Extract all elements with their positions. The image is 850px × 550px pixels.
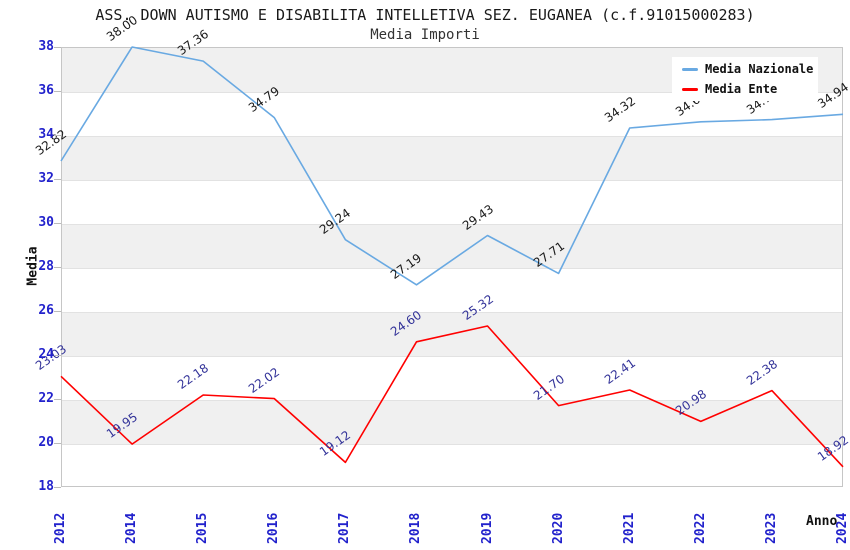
x-tick-label: 2020	[550, 512, 566, 544]
grid-band	[62, 400, 842, 444]
y-tick-mark	[54, 487, 61, 488]
x-axis-title: Anno	[806, 514, 838, 529]
x-tick-label: 2019	[479, 512, 495, 544]
gridline	[62, 312, 842, 313]
y-tick-label: 34	[38, 127, 54, 142]
legend-label-media-nazionale: Media Nazionale	[705, 62, 814, 76]
x-tick-label: 2024	[835, 512, 850, 544]
gridline	[62, 400, 842, 401]
y-tick-mark	[54, 311, 61, 312]
grid-band	[62, 224, 842, 268]
x-tick-label: 2021	[621, 512, 637, 544]
plot-area	[61, 47, 843, 487]
gridline	[62, 224, 842, 225]
x-tick-label: 2022	[692, 512, 708, 544]
x-tick-label: 2023	[763, 512, 779, 544]
y-tick-mark	[54, 267, 61, 268]
y-tick-mark	[54, 47, 61, 48]
legend-item-media-ente[interactable]: Media Ente	[672, 79, 818, 99]
y-tick-mark	[54, 355, 61, 356]
y-tick-label: 30	[38, 215, 54, 230]
media-ente-line-marker-icon	[682, 87, 698, 91]
chart-title: ASS. DOWN AUTISMO E DISABILITA INTELLETI…	[95, 6, 755, 24]
x-tick-label: 2014	[124, 512, 140, 544]
y-tick-mark	[54, 91, 61, 92]
x-tick-label: 2012	[53, 512, 68, 544]
y-tick-label: 20	[38, 435, 54, 450]
y-tick-mark	[54, 179, 61, 180]
legend-label-media-ente: Media Ente	[705, 82, 778, 96]
y-tick-label: 26	[38, 303, 54, 318]
media-nazionale-line-marker-icon	[682, 67, 698, 71]
x-tick-label: 2016	[266, 512, 282, 544]
y-tick-label: 24	[38, 347, 54, 362]
x-tick-label: 2018	[408, 512, 424, 544]
legend: Media Nazionale Media Ente	[672, 57, 818, 101]
y-tick-label: 36	[38, 83, 54, 98]
y-tick-mark	[54, 223, 61, 224]
legend-item-media-nazionale[interactable]: Media Nazionale	[672, 59, 818, 79]
gridline	[62, 268, 842, 269]
gridline	[62, 136, 842, 137]
y-tick-label: 18	[38, 479, 54, 494]
gridline	[62, 356, 842, 357]
y-tick-label: 22	[38, 391, 54, 406]
y-tick-label: 38	[38, 39, 54, 54]
x-tick-label: 2015	[195, 512, 211, 544]
grid-band	[62, 312, 842, 356]
chart-subtitle: Media Importi	[370, 27, 480, 43]
y-tick-mark	[54, 443, 61, 444]
grid-band	[62, 136, 842, 180]
x-tick-label: 2017	[337, 512, 353, 544]
y-tick-label: 28	[38, 259, 54, 274]
gridline	[62, 444, 842, 445]
y-tick-mark	[54, 399, 61, 400]
y-tick-mark	[54, 135, 61, 136]
gridline	[62, 180, 842, 181]
y-tick-label: 32	[38, 171, 54, 186]
